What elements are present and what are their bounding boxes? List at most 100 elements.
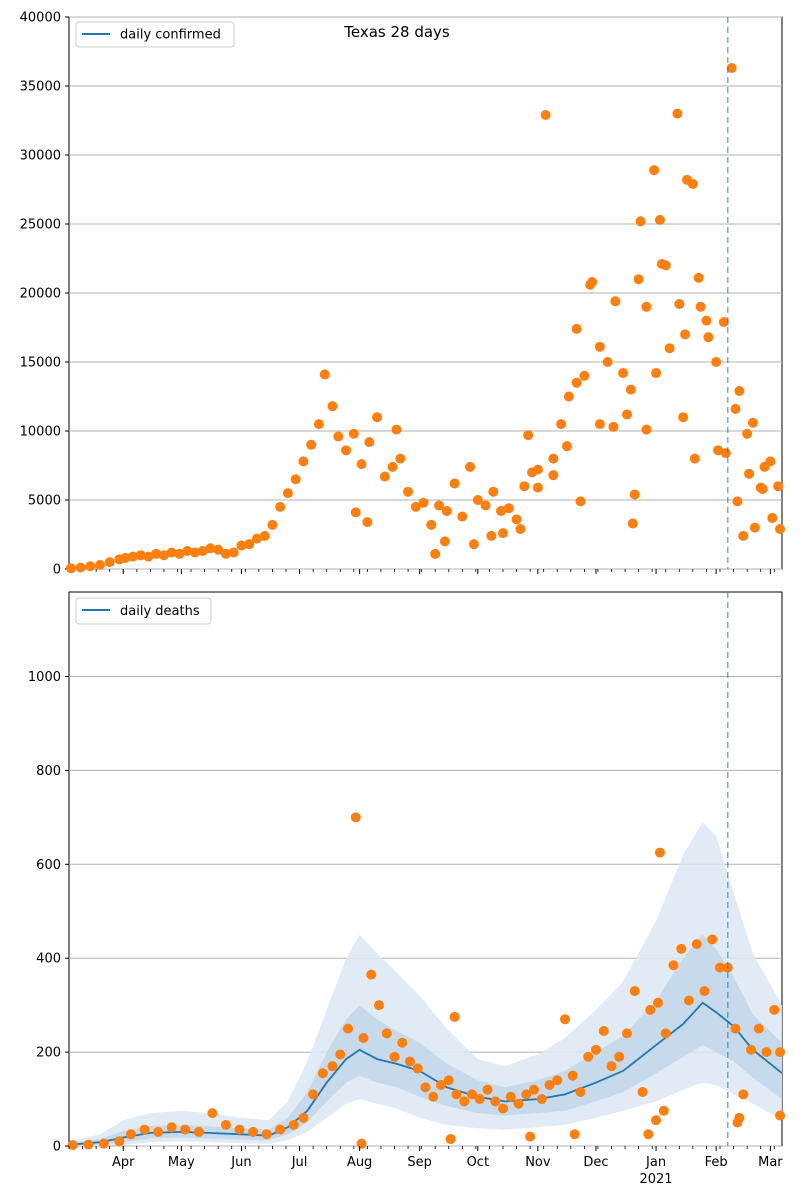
- deaths-point: [567, 1070, 578, 1081]
- deaths-point: [707, 934, 718, 945]
- confirmed-point: [674, 299, 685, 310]
- deaths-y-tick-label: 600: [36, 858, 61, 873]
- deaths-point: [569, 1129, 580, 1140]
- deaths-point: [775, 1047, 786, 1058]
- confirmed-point: [775, 523, 786, 534]
- confirmed-y-tick-label: 40000: [20, 11, 61, 26]
- confirmed-point: [571, 377, 582, 388]
- confirmed-point: [759, 461, 770, 472]
- confirmed-point: [104, 557, 115, 568]
- confirmed-point: [540, 109, 551, 120]
- confirmed-point: [348, 428, 359, 439]
- confirmed-point: [372, 412, 383, 423]
- confirmed-point: [720, 448, 731, 459]
- deaths-point: [335, 1049, 346, 1060]
- confirmed-point: [618, 368, 629, 379]
- confirmed-chart-title: Texas 28 days: [343, 23, 450, 41]
- confirmed-point: [635, 216, 646, 227]
- confirmed-point: [718, 316, 729, 327]
- deaths-point: [521, 1089, 532, 1100]
- confirmed-point: [244, 539, 255, 550]
- deaths-point: [699, 986, 710, 997]
- confirmed-point: [158, 550, 169, 561]
- deaths-point: [356, 1138, 367, 1149]
- deaths-point: [529, 1084, 539, 1095]
- deaths-point: [654, 847, 665, 858]
- x-year-label: 2021: [639, 1172, 672, 1187]
- confirmed-point: [629, 489, 640, 500]
- deaths-point: [544, 1079, 555, 1090]
- deaths-point: [498, 1103, 508, 1114]
- confirmed-point: [627, 518, 638, 529]
- confirmed-x-ticks: [68, 569, 775, 574]
- deaths-x-tick-label: Jul: [291, 1155, 308, 1170]
- confirmed-point: [391, 424, 402, 435]
- deaths-point: [684, 995, 694, 1006]
- deaths-point: [445, 1133, 456, 1144]
- confirmed-point: [515, 523, 526, 534]
- deaths-point: [451, 1089, 462, 1100]
- deaths-point: [775, 1110, 786, 1121]
- confirmed-point: [608, 421, 619, 432]
- deaths-point: [67, 1140, 78, 1151]
- deaths-x-tick-label: Aug: [347, 1155, 372, 1170]
- deaths-x-tick-label: Feb: [705, 1155, 728, 1170]
- confirmed-point: [333, 431, 344, 442]
- deaths-y-tick-label: 0: [53, 1140, 61, 1155]
- deaths-point: [166, 1122, 177, 1133]
- confirmed-point: [350, 507, 361, 518]
- confirmed-legend-label: daily confirmed: [120, 28, 221, 43]
- deaths-point: [83, 1139, 94, 1150]
- deaths-point: [220, 1119, 231, 1130]
- deaths-points: [67, 812, 786, 1151]
- confirmed-point: [486, 530, 497, 541]
- deaths-point: [651, 1115, 662, 1126]
- deaths-point: [525, 1131, 536, 1142]
- confirmed-point: [734, 385, 745, 396]
- deaths-point: [691, 939, 702, 950]
- confirmed-point: [251, 533, 262, 544]
- confirmed-point: [713, 445, 724, 456]
- deaths-point: [207, 1108, 218, 1119]
- deaths-point: [645, 1004, 656, 1015]
- confirmed-point: [747, 417, 758, 428]
- deaths-point: [389, 1051, 400, 1062]
- confirmed-point: [503, 503, 514, 514]
- confirmed-point: [693, 272, 704, 283]
- confirmed-y-tick-label: 30000: [20, 149, 61, 164]
- confirmed-point: [75, 562, 86, 573]
- confirmed-legend: daily confirmed: [75, 21, 235, 48]
- deaths-point: [126, 1129, 136, 1140]
- deaths-point: [343, 1023, 353, 1034]
- confirmed-point: [120, 552, 131, 563]
- confirmed-point: [701, 315, 712, 326]
- deaths-point: [583, 1051, 594, 1062]
- deaths-point: [374, 1000, 384, 1011]
- deaths-point: [248, 1126, 259, 1137]
- confirmed-point: [730, 403, 741, 414]
- confirmed-point: [341, 445, 352, 456]
- confirmed-point: [395, 453, 406, 464]
- confirmed-point: [488, 486, 499, 497]
- confirmed-point: [174, 548, 185, 559]
- confirmed-point: [313, 419, 324, 430]
- confirmed-point: [548, 453, 559, 464]
- confirmed-point: [426, 519, 437, 530]
- deaths-point: [552, 1075, 563, 1086]
- deaths-x-tick-label: Mar: [758, 1155, 783, 1170]
- deaths-point: [275, 1124, 286, 1135]
- confirmed-point: [205, 543, 216, 554]
- deaths-point: [443, 1075, 454, 1086]
- confirmed-y-ticks: 0 5000 10000 15000 20000 25000 30000 35000 40000: [20, 11, 69, 578]
- deaths-y-tick-label: 800: [36, 764, 61, 779]
- confirmed-point: [282, 488, 293, 499]
- deaths-point: [459, 1096, 470, 1107]
- confirmed-point: [602, 357, 613, 367]
- confirmed-point: [651, 368, 662, 379]
- deaths-point: [753, 1023, 764, 1034]
- deaths-point: [769, 1004, 780, 1015]
- confirmed-point: [480, 500, 491, 511]
- confirmed-point: [579, 370, 590, 381]
- deaths-x-ticks: Apr May Jun Jul Aug Sep Oct Nov Dec Jan Feb Mar: [68, 1146, 783, 1170]
- confirmed-point: [127, 551, 138, 562]
